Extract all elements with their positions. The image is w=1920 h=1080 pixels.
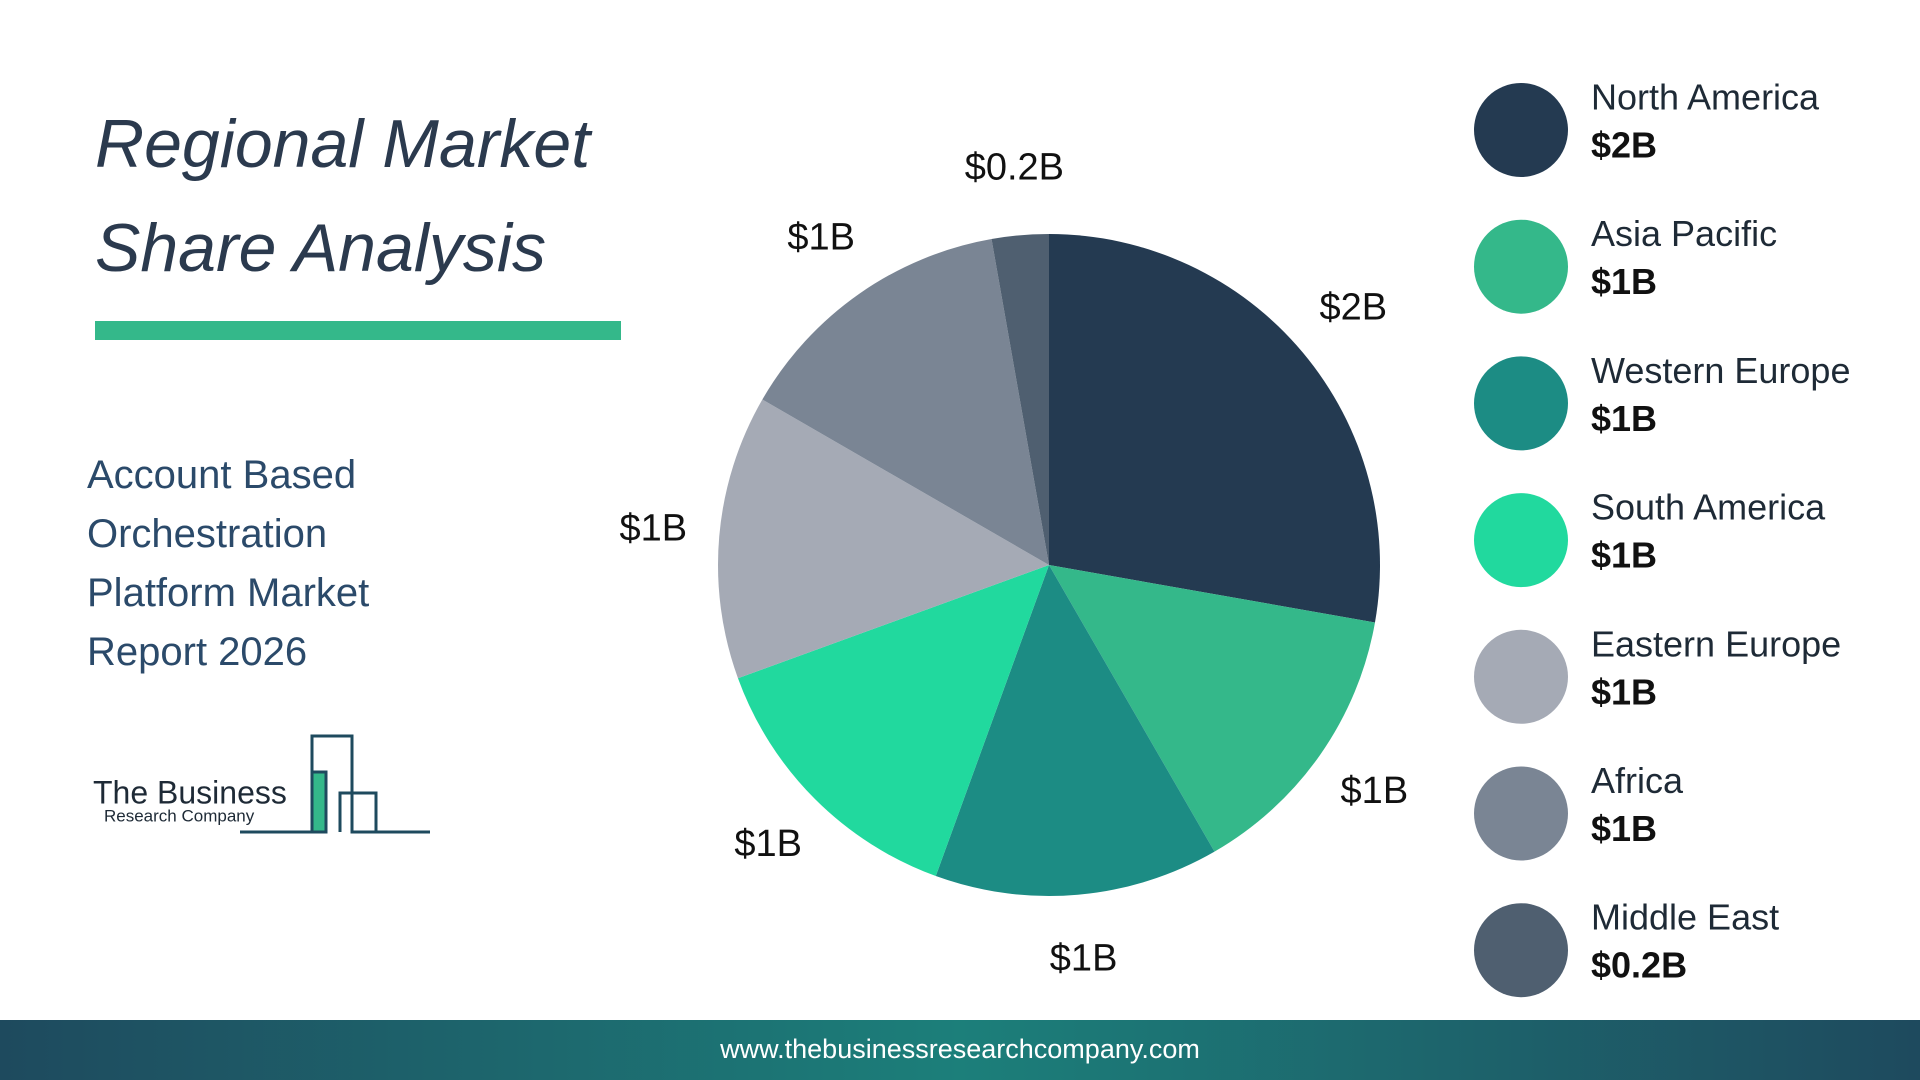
legend-name: South America [1591,487,1826,528]
footer-url: www.thebusinessresearchcompany.com [720,1034,1200,1064]
data-label: $1B [787,217,855,259]
pie-slice [991,234,1049,565]
title: Regional Market Share Analysis [95,106,591,286]
legend-icon [1474,83,1568,177]
data-label: $1B [734,823,802,865]
legend-icon [1474,219,1568,314]
legend-icon [1474,903,1568,998]
pie-slice [935,565,1215,896]
pie-slice [1049,565,1375,852]
logo-building [240,734,378,834]
logo [240,734,430,834]
legend-value: $1B [1591,535,1657,576]
legend-icon [1474,766,1568,861]
legend-value: $0.2B [1591,945,1687,986]
legend-value: $1B [1591,261,1657,302]
logo-building [310,770,328,834]
legend-value: $2B [1591,125,1657,166]
legend-name: Middle East [1591,897,1779,938]
legend-value: $1B [1591,398,1657,439]
legend-icon [1474,493,1568,588]
data-label: $1B [1341,770,1409,812]
data-label: $0.2B [965,146,1064,188]
legend-name: Asia Pacific [1591,213,1777,254]
pie-slice [718,399,1049,679]
legend-value: $1B [1591,808,1657,849]
logo-text: The Business [93,774,287,810]
legend-name: Western Europe [1591,350,1850,391]
legend-name: North America [1591,77,1820,118]
pie-slice [737,565,1049,877]
data-label: $1B [1050,938,1118,980]
logo-building [338,791,430,834]
legend-name: Eastern Europe [1591,623,1841,664]
legend-name: Africa [1591,760,1684,801]
pie-slice [762,239,1049,566]
subtitle: Account Based Orchestration Platform Mar… [87,453,370,674]
title-underline [95,321,621,340]
logo-text: Research Company [104,806,255,825]
footer: www.thebusinessresearchcompany.com [0,1020,1920,1080]
data-label: $2B [1319,287,1387,329]
legend-icon [1474,356,1568,451]
pie-slice [1049,234,1380,623]
legend-value: $1B [1591,671,1657,712]
legend-icon [1474,629,1568,724]
chart: The Business Research Company $2B $1B $1B $… [93,77,1850,998]
data-label: $1B [619,507,687,549]
